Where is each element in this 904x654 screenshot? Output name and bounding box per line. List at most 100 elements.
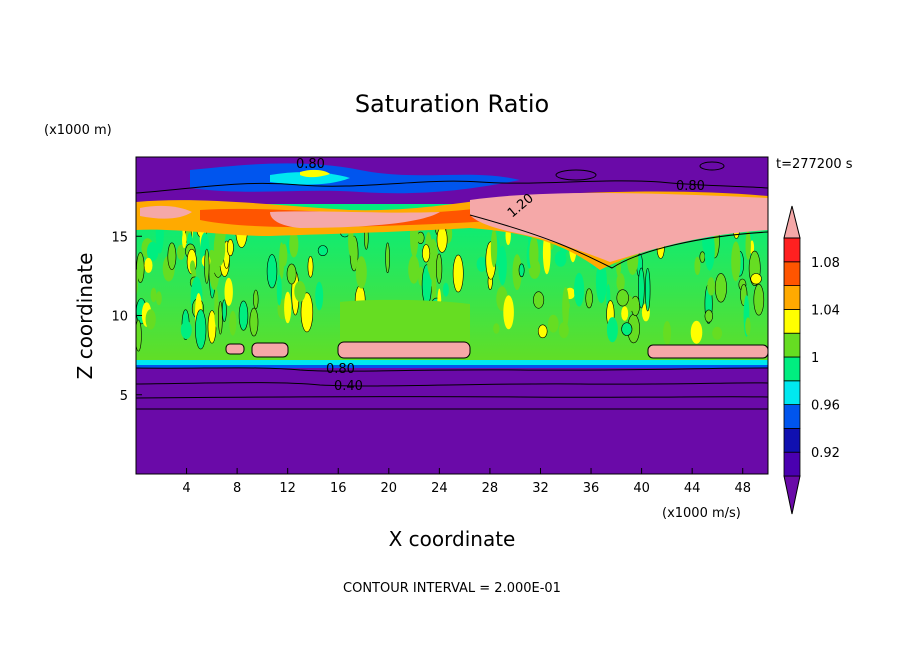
convective-streak — [452, 254, 464, 293]
convective-streak — [286, 263, 297, 285]
dry-layer — [136, 368, 768, 474]
convective-streak — [218, 301, 223, 335]
convective-streak — [529, 236, 539, 273]
convective-streak — [317, 245, 328, 256]
convective-streak — [177, 244, 185, 260]
convective-streak — [294, 280, 306, 302]
convective-streak — [637, 267, 645, 309]
lower-green-block — [340, 299, 470, 350]
convective-streak — [150, 287, 157, 303]
convective-streak — [180, 320, 192, 339]
contour-label-2: 0.80 — [676, 179, 705, 194]
x-axis-title: X coordinate — [389, 527, 516, 551]
x-tick-label: 44 — [684, 481, 701, 496]
convective-streak — [408, 255, 420, 284]
convective-streak — [221, 299, 227, 322]
convective-streak — [214, 288, 219, 328]
convective-streak — [238, 300, 249, 331]
convective-streak — [749, 240, 755, 255]
convective-streak — [498, 245, 507, 286]
colorbar-segment — [783, 332, 801, 358]
convective-streak — [307, 255, 314, 278]
convective-streak — [537, 324, 548, 339]
convective-streak — [574, 272, 585, 307]
plot-area — [136, 157, 768, 474]
convective-streak — [585, 288, 593, 309]
convective-streak — [385, 242, 390, 274]
convective-streak — [226, 239, 234, 257]
y-tick-label: 10 — [111, 310, 128, 325]
convective-streak — [690, 320, 703, 344]
convective-streak — [266, 254, 278, 289]
x-tick-label: 36 — [583, 481, 600, 496]
lower-supersat-band-3 — [251, 342, 289, 358]
convective-streak — [145, 309, 156, 330]
convective-streak — [229, 310, 237, 336]
colorbar-tick-label: 0.96 — [811, 399, 840, 414]
convective-streak — [595, 260, 607, 304]
convective-streak — [490, 228, 498, 268]
convective-streak — [694, 256, 701, 276]
convective-streak — [422, 244, 431, 263]
time-label: t=277200 s — [776, 157, 853, 172]
convective-streak — [699, 251, 706, 263]
x-tick-label: 40 — [633, 481, 650, 496]
x-tick-label: 24 — [431, 481, 448, 496]
contour-label-4: 0.40 — [334, 379, 363, 394]
convective-streak — [663, 321, 672, 345]
convective-streak — [714, 273, 727, 303]
supersat-region-upper — [470, 193, 768, 262]
colorbar-tick-label: 0.92 — [811, 446, 840, 461]
contour-label-3: 0.80 — [326, 362, 355, 377]
contour-interval-footer: CONTOUR INTERVAL = 2.000E-01 — [343, 581, 561, 596]
x-tick-label: 48 — [734, 481, 751, 496]
x-tick-label: 32 — [532, 481, 549, 496]
convective-streak — [644, 268, 651, 312]
colorbar-segment — [783, 285, 801, 310]
supersat-region-mid — [270, 211, 440, 228]
upper-yellow-patch — [300, 169, 330, 178]
convective-streak — [276, 274, 282, 306]
chart-title: Saturation Ratio — [355, 90, 549, 118]
upper-cyan-patch — [270, 172, 350, 185]
convective-streak — [533, 291, 545, 309]
contour-label-1: 0.80 — [296, 157, 325, 172]
convective-streak — [315, 281, 324, 311]
y-axis-title: Z coordinate — [73, 253, 97, 380]
convective-streak — [355, 256, 367, 289]
convective-streak — [428, 238, 439, 282]
convective-streak — [300, 292, 314, 333]
colorbar-extend-high — [783, 205, 801, 239]
convective-streak — [753, 283, 765, 316]
convective-streak — [518, 263, 525, 278]
convective-streak — [136, 268, 139, 295]
convective-streak — [167, 242, 177, 270]
cloud-base-cyan — [136, 360, 768, 365]
colorbar-tick-label: 1.04 — [811, 303, 840, 318]
convective-streak — [562, 286, 569, 329]
convective-streak — [442, 282, 449, 297]
convective-streak — [146, 241, 159, 261]
colorbar-segment — [783, 308, 801, 334]
convective-streak — [144, 257, 153, 273]
x-axis: 4 8 12 16 20 24 28 32 36 40 44 48 — [182, 468, 751, 496]
convective-streak — [554, 251, 567, 267]
convective-streak — [289, 231, 299, 258]
colorbar-tick-label: 1 — [811, 351, 819, 366]
colorbar-segment — [783, 356, 801, 382]
convective-streak — [195, 309, 207, 350]
convective-streak — [213, 229, 226, 267]
convective-streak — [621, 322, 633, 336]
colorbar-segment — [783, 261, 801, 286]
x-tick-label: 28 — [482, 481, 499, 496]
convective-streak — [224, 277, 233, 306]
colorbar-segment — [783, 237, 801, 263]
colorbar-segment — [783, 380, 801, 405]
convective-streak — [281, 243, 288, 267]
colorbar-segment — [783, 451, 801, 477]
convective-streak — [136, 319, 142, 352]
colorbar-extend-low — [783, 475, 801, 515]
convective-streak — [731, 241, 741, 282]
x-tick-label: 12 — [279, 481, 296, 496]
